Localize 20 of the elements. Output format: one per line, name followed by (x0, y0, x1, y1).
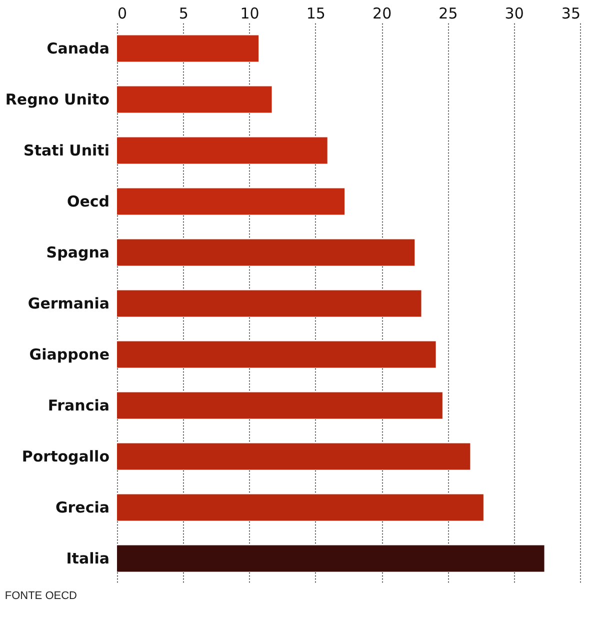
x-tick-label: 15 (306, 4, 326, 22)
x-tick-label: 0 (118, 4, 128, 22)
x-tick-label: 35 (561, 4, 580, 22)
x-tick-label: 10 (240, 4, 260, 22)
y-tick-label: Francia (48, 396, 110, 414)
y-tick-label: Oecd (66, 192, 110, 210)
y-tick-label: Italia (66, 550, 110, 568)
y-tick-label: Grecia (55, 498, 110, 516)
y-tick-label: Canada (46, 40, 110, 58)
x-tick-label: 25 (438, 4, 458, 22)
y-tick-label: Portogallo (22, 448, 110, 466)
x-tick-label: 5 (178, 4, 188, 22)
y-tick-label: Spagna (46, 244, 110, 262)
y-tick-label: Germania (28, 294, 110, 312)
y-tick-label: Stati Uniti (24, 142, 110, 160)
x-tick-label: 20 (372, 4, 392, 22)
source-note: FONTE OECD (4, 590, 78, 602)
y-tick-label: Giappone (29, 346, 110, 364)
y-tick-label: Regno Unito (5, 90, 110, 108)
x-tick-label: 30 (504, 4, 524, 22)
